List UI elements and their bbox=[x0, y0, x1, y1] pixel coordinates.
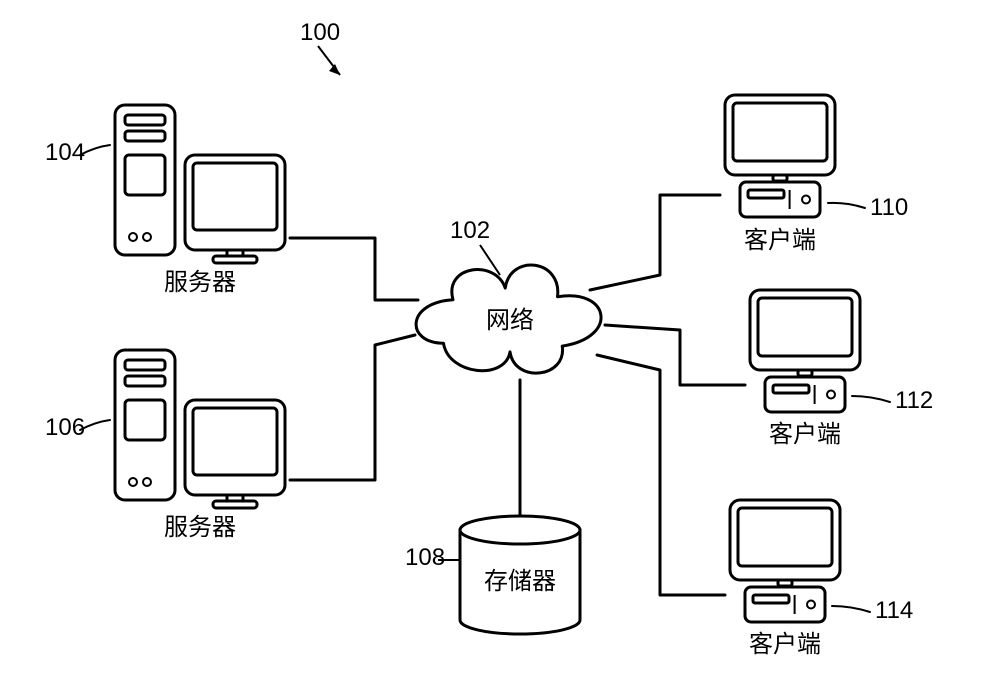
client-label: 客户端 bbox=[769, 421, 841, 448]
storage-cylinder-top bbox=[460, 516, 580, 544]
ref-label-100: 100 bbox=[300, 19, 340, 46]
connection-line bbox=[290, 335, 415, 480]
ref-label-112: 112 bbox=[895, 387, 933, 414]
ref-label-102: 102 bbox=[450, 217, 490, 244]
connection-line bbox=[290, 238, 418, 300]
connection-line bbox=[597, 355, 725, 595]
arrowhead-icon bbox=[329, 64, 340, 75]
storage-label: 存储器 bbox=[484, 568, 556, 595]
server-label: 服务器 bbox=[164, 269, 236, 296]
connection-line bbox=[605, 325, 745, 385]
ref-label-110: 110 bbox=[870, 194, 908, 221]
network-cloud-label: 网络 bbox=[486, 307, 534, 334]
ref-label-114: 114 bbox=[875, 597, 913, 624]
ref-label-104: 104 bbox=[45, 139, 85, 166]
ref-label-108: 108 bbox=[405, 544, 445, 571]
client-label: 客户端 bbox=[744, 227, 816, 254]
ref-label-106: 106 bbox=[45, 414, 85, 441]
client-label: 客户端 bbox=[749, 631, 821, 658]
connection-line bbox=[590, 195, 720, 290]
server-label: 服务器 bbox=[164, 514, 236, 541]
